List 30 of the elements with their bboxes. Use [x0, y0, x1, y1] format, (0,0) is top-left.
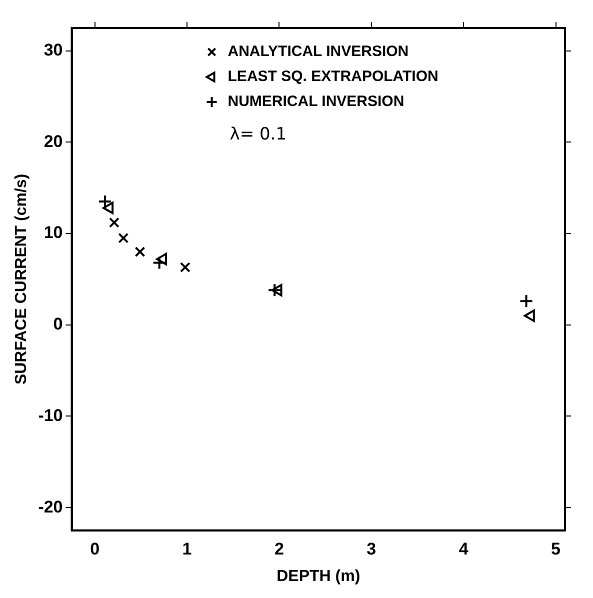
- point: [156, 252, 168, 266]
- y-tick-label: -20: [38, 497, 63, 516]
- point: [152, 256, 166, 270]
- legend-label: LEAST SQ. EXTRAPOLATION: [228, 68, 438, 86]
- y-tick-label: 10: [44, 223, 63, 242]
- point: [108, 217, 120, 228]
- y-axis-title: SURFACE CURRENT (cm/s): [13, 174, 30, 385]
- point: [102, 202, 114, 214]
- x-tick-label: 0: [90, 539, 100, 558]
- y-tick-label: 0: [53, 314, 63, 334]
- x-tick-label: 4: [458, 539, 469, 558]
- y-tick-label: -10: [38, 406, 63, 425]
- x-tick-label: 1: [182, 539, 192, 558]
- point: [98, 194, 112, 209]
- point: [180, 262, 190, 273]
- point: [519, 294, 534, 308]
- x-tick-label: 5: [551, 539, 561, 558]
- point: [268, 283, 282, 298]
- legend-label: ANALYTICAL INVERSION: [228, 43, 409, 60]
- x-tick-label: 2: [274, 539, 284, 558]
- point: [271, 284, 282, 296]
- x-tick-label: 3: [366, 539, 376, 558]
- legend-label: NUMERICAL INVERSION: [228, 93, 404, 110]
- point: [134, 246, 146, 258]
- y-tick-label: 30: [44, 40, 63, 60]
- y-tick-label: 20: [44, 132, 63, 151]
- point: [118, 232, 129, 244]
- point: [524, 310, 535, 322]
- x-axis-title: DEPTH (m): [276, 568, 360, 585]
- annotation: λ= 0.1: [230, 124, 287, 144]
